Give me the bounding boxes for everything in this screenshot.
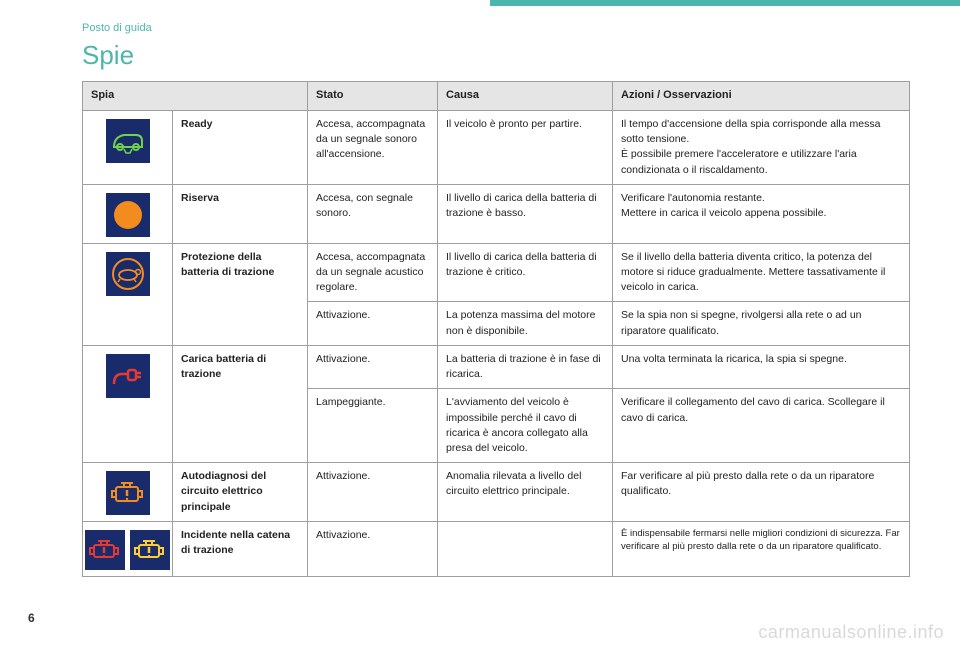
motor-yellow-icon	[130, 530, 170, 570]
incidente-name: Incidente nella catena di trazione	[173, 522, 308, 577]
table-header-row: Spia Stato Causa Azioni / Osservazioni	[83, 82, 910, 111]
col-stato: Stato	[308, 82, 438, 111]
motor-red-icon	[85, 530, 125, 570]
protezione-causa-2: La potenza massima del motore non è disp…	[438, 302, 613, 345]
riserva-azioni: Verificare l'autonomia restante.Mettere …	[613, 184, 910, 243]
plug-icon	[106, 354, 150, 398]
carica-causa-1: La batteria di trazione è in fase di ric…	[438, 345, 613, 388]
autodiagnosi-icon-cell	[83, 463, 173, 522]
turtle-icon	[106, 252, 150, 296]
carica-azioni-2: Verificare il collegamento del cavo di c…	[613, 389, 910, 463]
protezione-icon-cell	[83, 243, 173, 345]
ready-name: Ready	[173, 110, 308, 184]
carica-azioni-1: Una volta terminata la ricarica, la spia…	[613, 345, 910, 388]
row-ready: Ready Accesa, accompagnata da un segnale…	[83, 110, 910, 184]
col-causa: Causa	[438, 82, 613, 111]
incidente-icon-cell	[83, 522, 173, 577]
protezione-stato-2: Attivazione.	[308, 302, 438, 345]
watermark: carmanualsonline.info	[758, 622, 944, 643]
riserva-icon-cell	[83, 184, 173, 243]
col-spia: Spia	[83, 82, 308, 111]
protezione-stato-1: Accesa, accompagnata da un segnale acust…	[308, 243, 438, 302]
row-protezione-1: Protezione della batteria di trazione Ac…	[83, 243, 910, 302]
page-content: Posto di guida Spie Spia Stato Causa Azi…	[0, 0, 960, 577]
protezione-causa-1: Il livello di carica della batteria di t…	[438, 243, 613, 302]
carica-icon-cell	[83, 345, 173, 462]
motor-orange-icon	[106, 471, 150, 515]
row-riserva: Riserva Accesa, con segnale sonoro. Il l…	[83, 184, 910, 243]
riserva-causa: Il livello di carica della batteria di t…	[438, 184, 613, 243]
protezione-name: Protezione della batteria di trazione	[173, 243, 308, 345]
carica-name: Carica batteria di trazione	[173, 345, 308, 462]
carica-stato-2: Lampeggiante.	[308, 389, 438, 463]
row-carica-1: Carica batteria di trazione Attivazione.…	[83, 345, 910, 388]
carica-stato-1: Attivazione.	[308, 345, 438, 388]
page-title: Spie	[82, 40, 910, 71]
ready-causa: Il veicolo è pronto per partire.	[438, 110, 613, 184]
page-number: 6	[28, 611, 35, 625]
top-accent-bar	[490, 0, 960, 6]
protezione-azioni-1: Se il livello della batteria diventa cri…	[613, 243, 910, 302]
col-azioni: Azioni / Osservazioni	[613, 82, 910, 111]
ready-stato: Accesa, accompagnata da un segnale sonor…	[308, 110, 438, 184]
row-incidente: Incidente nella catena di trazione Attiv…	[83, 522, 910, 577]
autodiagnosi-name: Autodiagnosi del circuito elettrico prin…	[173, 463, 308, 522]
incidente-stato: Attivazione.	[308, 522, 438, 577]
autodiagnosi-causa: Anomalia rilevata a livello del circuito…	[438, 463, 613, 522]
ready-icon-cell	[83, 110, 173, 184]
riserva-icon	[106, 193, 150, 237]
carica-causa-2: L'avviamento del veicolo è impossibile p…	[438, 389, 613, 463]
ready-icon	[106, 119, 150, 163]
protezione-azioni-2: Se la spia non si spegne, rivolgersi all…	[613, 302, 910, 345]
riserva-name: Riserva	[173, 184, 308, 243]
ready-azioni: Il tempo d'accensione della spia corrisp…	[613, 110, 910, 184]
row-autodiagnosi: Autodiagnosi del circuito elettrico prin…	[83, 463, 910, 522]
incidente-causa	[438, 522, 613, 577]
autodiagnosi-stato: Attivazione.	[308, 463, 438, 522]
incidente-azioni: È indispensabile fermarsi nelle migliori…	[613, 522, 910, 577]
autodiagnosi-azioni: Far verificare al più presto dalla rete …	[613, 463, 910, 522]
riserva-stato: Accesa, con segnale sonoro.	[308, 184, 438, 243]
breadcrumb: Posto di guida	[82, 22, 910, 34]
spie-table: Spia Stato Causa Azioni / Osservazioni	[82, 81, 910, 577]
